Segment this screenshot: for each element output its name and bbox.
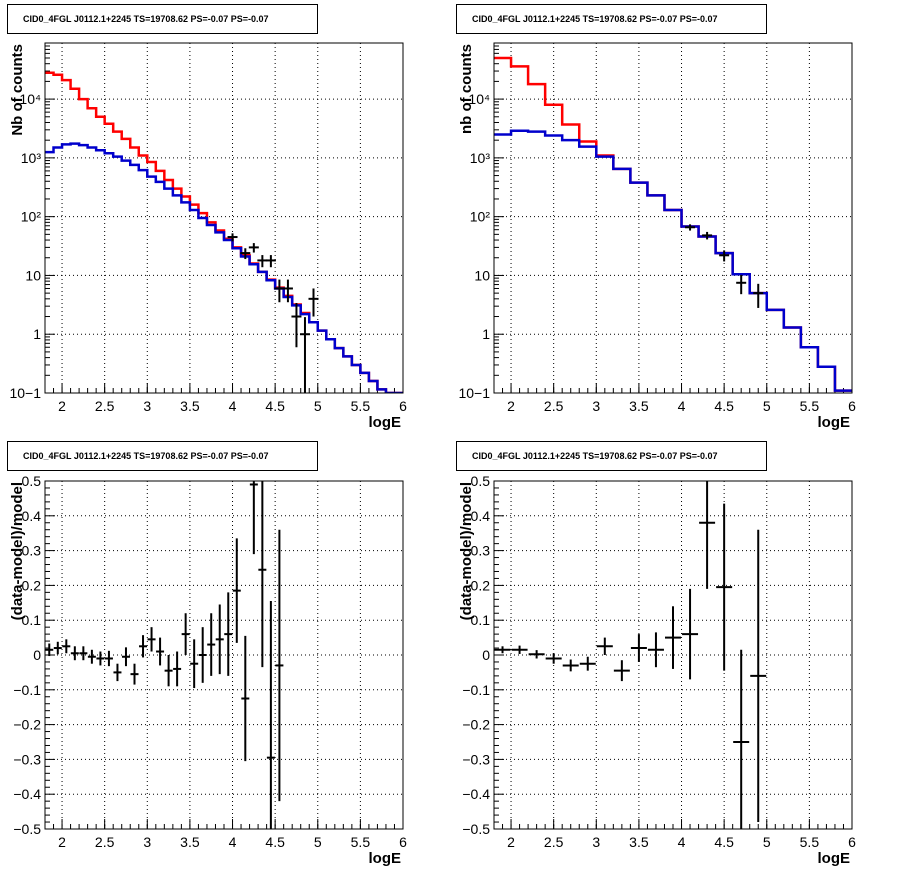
x-tick-label: 5.5 [351,398,371,414]
plot-frame [44,480,404,830]
x-axis-label: logE [818,414,851,431]
y-axis-label: (data-model)/model [458,482,475,620]
y-tick-label: 10³ [470,150,491,166]
panel-1: 2 2.5 3 3.5 4 4.5 5 5.5 6 10−1 1 10 10² 10³ 10⁴ logE Nb … [9,42,407,431]
y-tick-label: 10⁴ [468,91,490,107]
y-axis-label: nb of counts [458,44,475,134]
x-tick-label: 3.5 [180,398,200,414]
x-tick-label: 3 [143,834,151,850]
y-tick-label: 0.4 [22,508,42,524]
x-tick-label: 3 [143,398,151,414]
x-tick-label: 4 [229,398,237,414]
x-tick-label: 3 [592,834,600,850]
panel-1-title: CID0_4FGL J0112.1+2245 TS=19708.62 PS=-0… [7,4,318,34]
y-tick-label: −0.5 [13,821,41,837]
x-tick-label: 3.5 [629,398,649,414]
panel-2-title: CID0_4FGL J0112.1+2245 TS=19708.62 PS=-0… [456,4,767,34]
x-tick-label: 5.5 [800,398,820,414]
y-tick-label: −0.4 [13,786,41,802]
x-tick-label: 3.5 [180,834,200,850]
data-layer [494,481,767,829]
x-tick-label: 6 [399,834,407,850]
y-tick-label: 0.1 [22,612,42,628]
x-tick-label: 5 [314,834,322,850]
x-tick-label: 4 [678,834,686,850]
y-tick-label: −0.5 [462,821,490,837]
x-tick-label: 4.5 [714,398,734,414]
x-tick-label: 2 [507,398,515,414]
y-tick-label: −0.1 [462,682,490,698]
x-tick-label: 2 [58,834,66,850]
y-tick-label: 10−1 [458,385,490,401]
y-tick-label: −0.3 [462,751,490,767]
x-tick-label: 5 [314,398,322,414]
x-tick-label: 2.5 [544,398,564,414]
data-layer [45,71,403,393]
x-tick-label: 5.5 [800,834,820,850]
x-axis-label: logE [369,850,402,867]
model-source-line [45,142,403,393]
y-tick-label: 0 [33,647,41,663]
data-layer [45,481,284,829]
x-tick-label: 3 [592,398,600,414]
y-tick-label: 10² [470,209,491,225]
y-tick-label: −0.2 [462,717,490,733]
x-tick-label: 4 [678,398,686,414]
x-tick-label: 2.5 [544,834,564,850]
y-tick-label: −0.3 [13,751,41,767]
panel-4-title: CID0_4FGL J0112.1+2245 TS=19708.62 PS=-0… [456,441,767,471]
data-layer [494,56,852,392]
x-axis-label: logE [369,414,402,431]
y-tick-label: 1 [482,326,490,342]
x-tick-label: 2.5 [95,834,115,850]
y-tick-label: 0.3 [22,543,42,559]
x-tick-label: 4 [229,834,237,850]
y-tick-label: 0.2 [22,577,42,593]
panel-4: 2 2.5 3 3.5 4 4.5 5 5.5 6 −0.5 −0.4 −0.3 −0.2 −0.1 0 0.… [458,473,856,867]
x-tick-label: 6 [399,398,407,414]
y-tick-label: 10 [25,267,41,283]
y-tick-label: 1 [33,326,41,342]
plot-frame [44,42,404,394]
x-tick-label: 4.5 [714,834,734,850]
x-tick-label: 5 [763,398,771,414]
y-tick-label: 0.5 [471,473,491,489]
y-axis-label: (data-model)/model [9,482,26,620]
y-tick-label: 10³ [21,150,42,166]
y-tick-label: 10−1 [9,385,41,401]
x-tick-label: 4.5 [265,398,285,414]
y-tick-label: 0.3 [471,543,491,559]
x-axis-label: logE [818,850,851,867]
y-tick-label: 10⁴ [19,91,41,107]
x-tick-label: 2.5 [95,398,115,414]
y-tick-label: 10² [21,209,42,225]
x-tick-label: 6 [848,398,856,414]
y-tick-label: 0.1 [471,612,491,628]
panel-3: 2 2.5 3 3.5 4 4.5 5 5.5 6 −0.5 −0.4 −0.3 −0.2 −0.1 0 0.… [9,473,407,867]
plot-frame [493,480,853,830]
model-total-line [494,56,852,392]
y-tick-label: −0.2 [13,717,41,733]
y-axis-label: Nb of counts [9,44,26,136]
x-tick-label: 5.5 [351,834,371,850]
x-tick-label: 2 [58,398,66,414]
x-tick-label: 6 [848,834,856,850]
model-source-line [494,129,852,392]
panel-2: 2 2.5 3 3.5 4 4.5 5 5.5 6 10−1 1 10 10² 10³ 10⁴ logE nb … [458,42,856,431]
y-tick-label: −0.1 [13,682,41,698]
plot-frame [493,42,853,394]
y-tick-label: 0.5 [22,473,42,489]
y-tick-label: 0.2 [471,577,491,593]
y-tick-label: 10 [474,267,490,283]
y-tick-label: 0 [482,647,490,663]
x-tick-label: 4.5 [265,834,285,850]
x-tick-label: 5 [763,834,771,850]
x-tick-label: 2 [507,834,515,850]
panel-3-title: CID0_4FGL J0112.1+2245 TS=19708.62 PS=-0… [7,441,318,471]
x-tick-label: 3.5 [629,834,649,850]
y-tick-label: −0.4 [462,786,490,802]
y-tick-label: 0.4 [471,508,491,524]
